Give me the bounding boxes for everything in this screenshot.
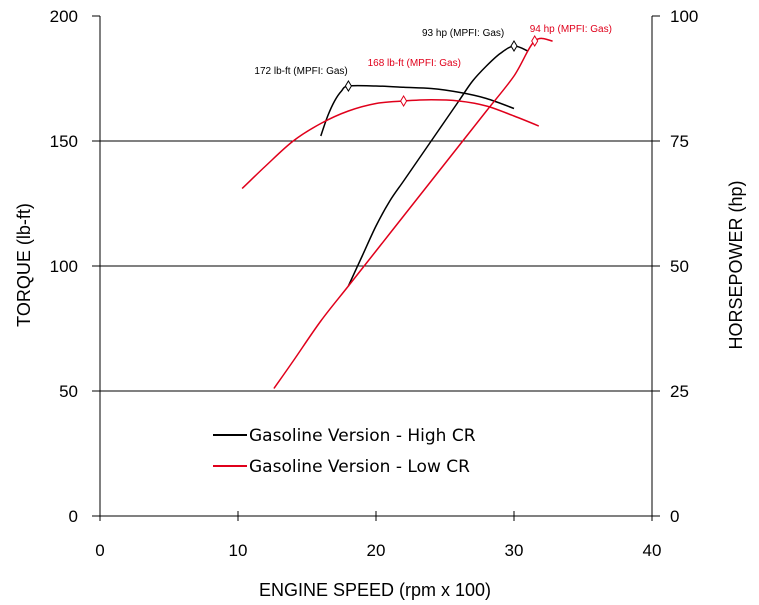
peak-marker <box>531 35 539 47</box>
y-right-axis-title: HORSEPOWER (hp) <box>726 180 746 349</box>
legend: Gasoline Version - High CR Gasoline Vers… <box>213 426 476 477</box>
y-left-axis-title: TORQUE (lb-ft) <box>14 203 34 327</box>
y-left-tick-label: 50 <box>59 382 78 401</box>
x-tick-label: 10 <box>229 541 248 560</box>
series-line-torque-high-cr <box>320 84 515 137</box>
peak-marker <box>400 95 408 107</box>
peak-markers <box>344 35 539 107</box>
series-line-horsepower-low-cr <box>273 37 553 389</box>
x-axis-title: ENGINE SPEED (rpm x 100) <box>259 580 491 600</box>
y-left-tick-label: 150 <box>50 132 78 151</box>
x-tick-label: 20 <box>367 541 386 560</box>
y-right-tick-label: 100 <box>670 7 698 26</box>
legend-label-low: Gasoline Version - Low CR <box>249 457 470 477</box>
peak-annotation: 93 hp (MPFI: Gas) <box>422 28 504 39</box>
y-right-tick-label: 0 <box>670 507 679 526</box>
gridlines <box>100 140 652 392</box>
peak-marker <box>344 80 352 92</box>
peak-annotation: 94 hp (MPFI: Gas) <box>530 24 612 35</box>
y-right-tick-label: 25 <box>670 382 689 401</box>
x-tick-label: 30 <box>505 541 524 560</box>
y-left-tick-label: 0 <box>69 507 78 526</box>
series-lines <box>241 37 553 389</box>
y-left-tick-label: 100 <box>50 257 78 276</box>
y-right-tick-label: 50 <box>670 257 689 276</box>
series-line-horsepower-high-cr <box>347 45 529 287</box>
peak-marker <box>510 40 518 52</box>
x-tick-label: 0 <box>95 541 104 560</box>
y-left-tick-label: 200 <box>50 7 78 26</box>
peak-annotation: 168 lb-ft (MPFI: Gas) <box>368 58 461 69</box>
axes <box>92 15 660 521</box>
y-right-tick-label: 75 <box>670 132 689 151</box>
peak-annotation: 172 lb-ft (MPFI: Gas) <box>254 66 347 77</box>
labels: 0 10 20 30 40 0 50 100 150 200 0 25 50 75 100 172 lb-ft… <box>50 7 699 560</box>
legend-label-high: Gasoline Version - High CR <box>249 426 476 446</box>
series-line-torque-low-cr <box>241 99 540 190</box>
x-tick-label: 40 <box>643 541 662 560</box>
